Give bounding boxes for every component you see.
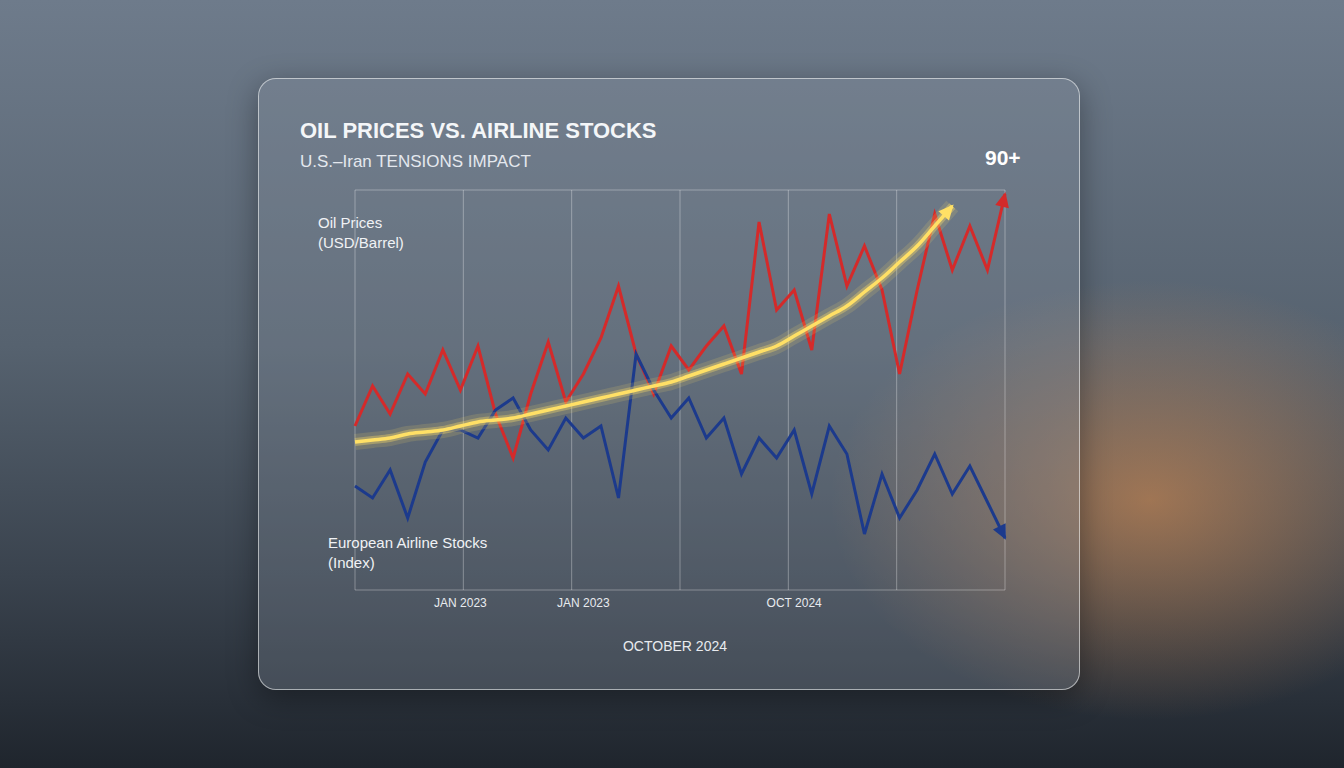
html-text:OIL PRICES VS. AIRLINE STOCKS: OIL PRICES VS. AIRLINE STOCKS: [300, 118, 657, 143]
svg-text:JAN 2023: JAN 2023: [557, 596, 610, 610]
html-text:European Airline Stocks (Index: European Airline Stocks (Index): [328, 534, 488, 571]
html-text:90+: 90+: [985, 146, 1021, 169]
svg-text:OCT 2024: OCT 2024: [767, 596, 822, 610]
html-text:OCTOBER 2024: OCTOBER 2024: [623, 638, 727, 654]
html-text:U.S.–Iran TENSIONS IMPACT: U.S.–Iran TENSIONS IMPACT: [300, 152, 531, 171]
svg-text:JAN 2023: JAN 2023: [434, 596, 487, 610]
html-text:Oil Prices (USD/Barrel): Oil Prices (USD/Barrel): [318, 214, 404, 251]
